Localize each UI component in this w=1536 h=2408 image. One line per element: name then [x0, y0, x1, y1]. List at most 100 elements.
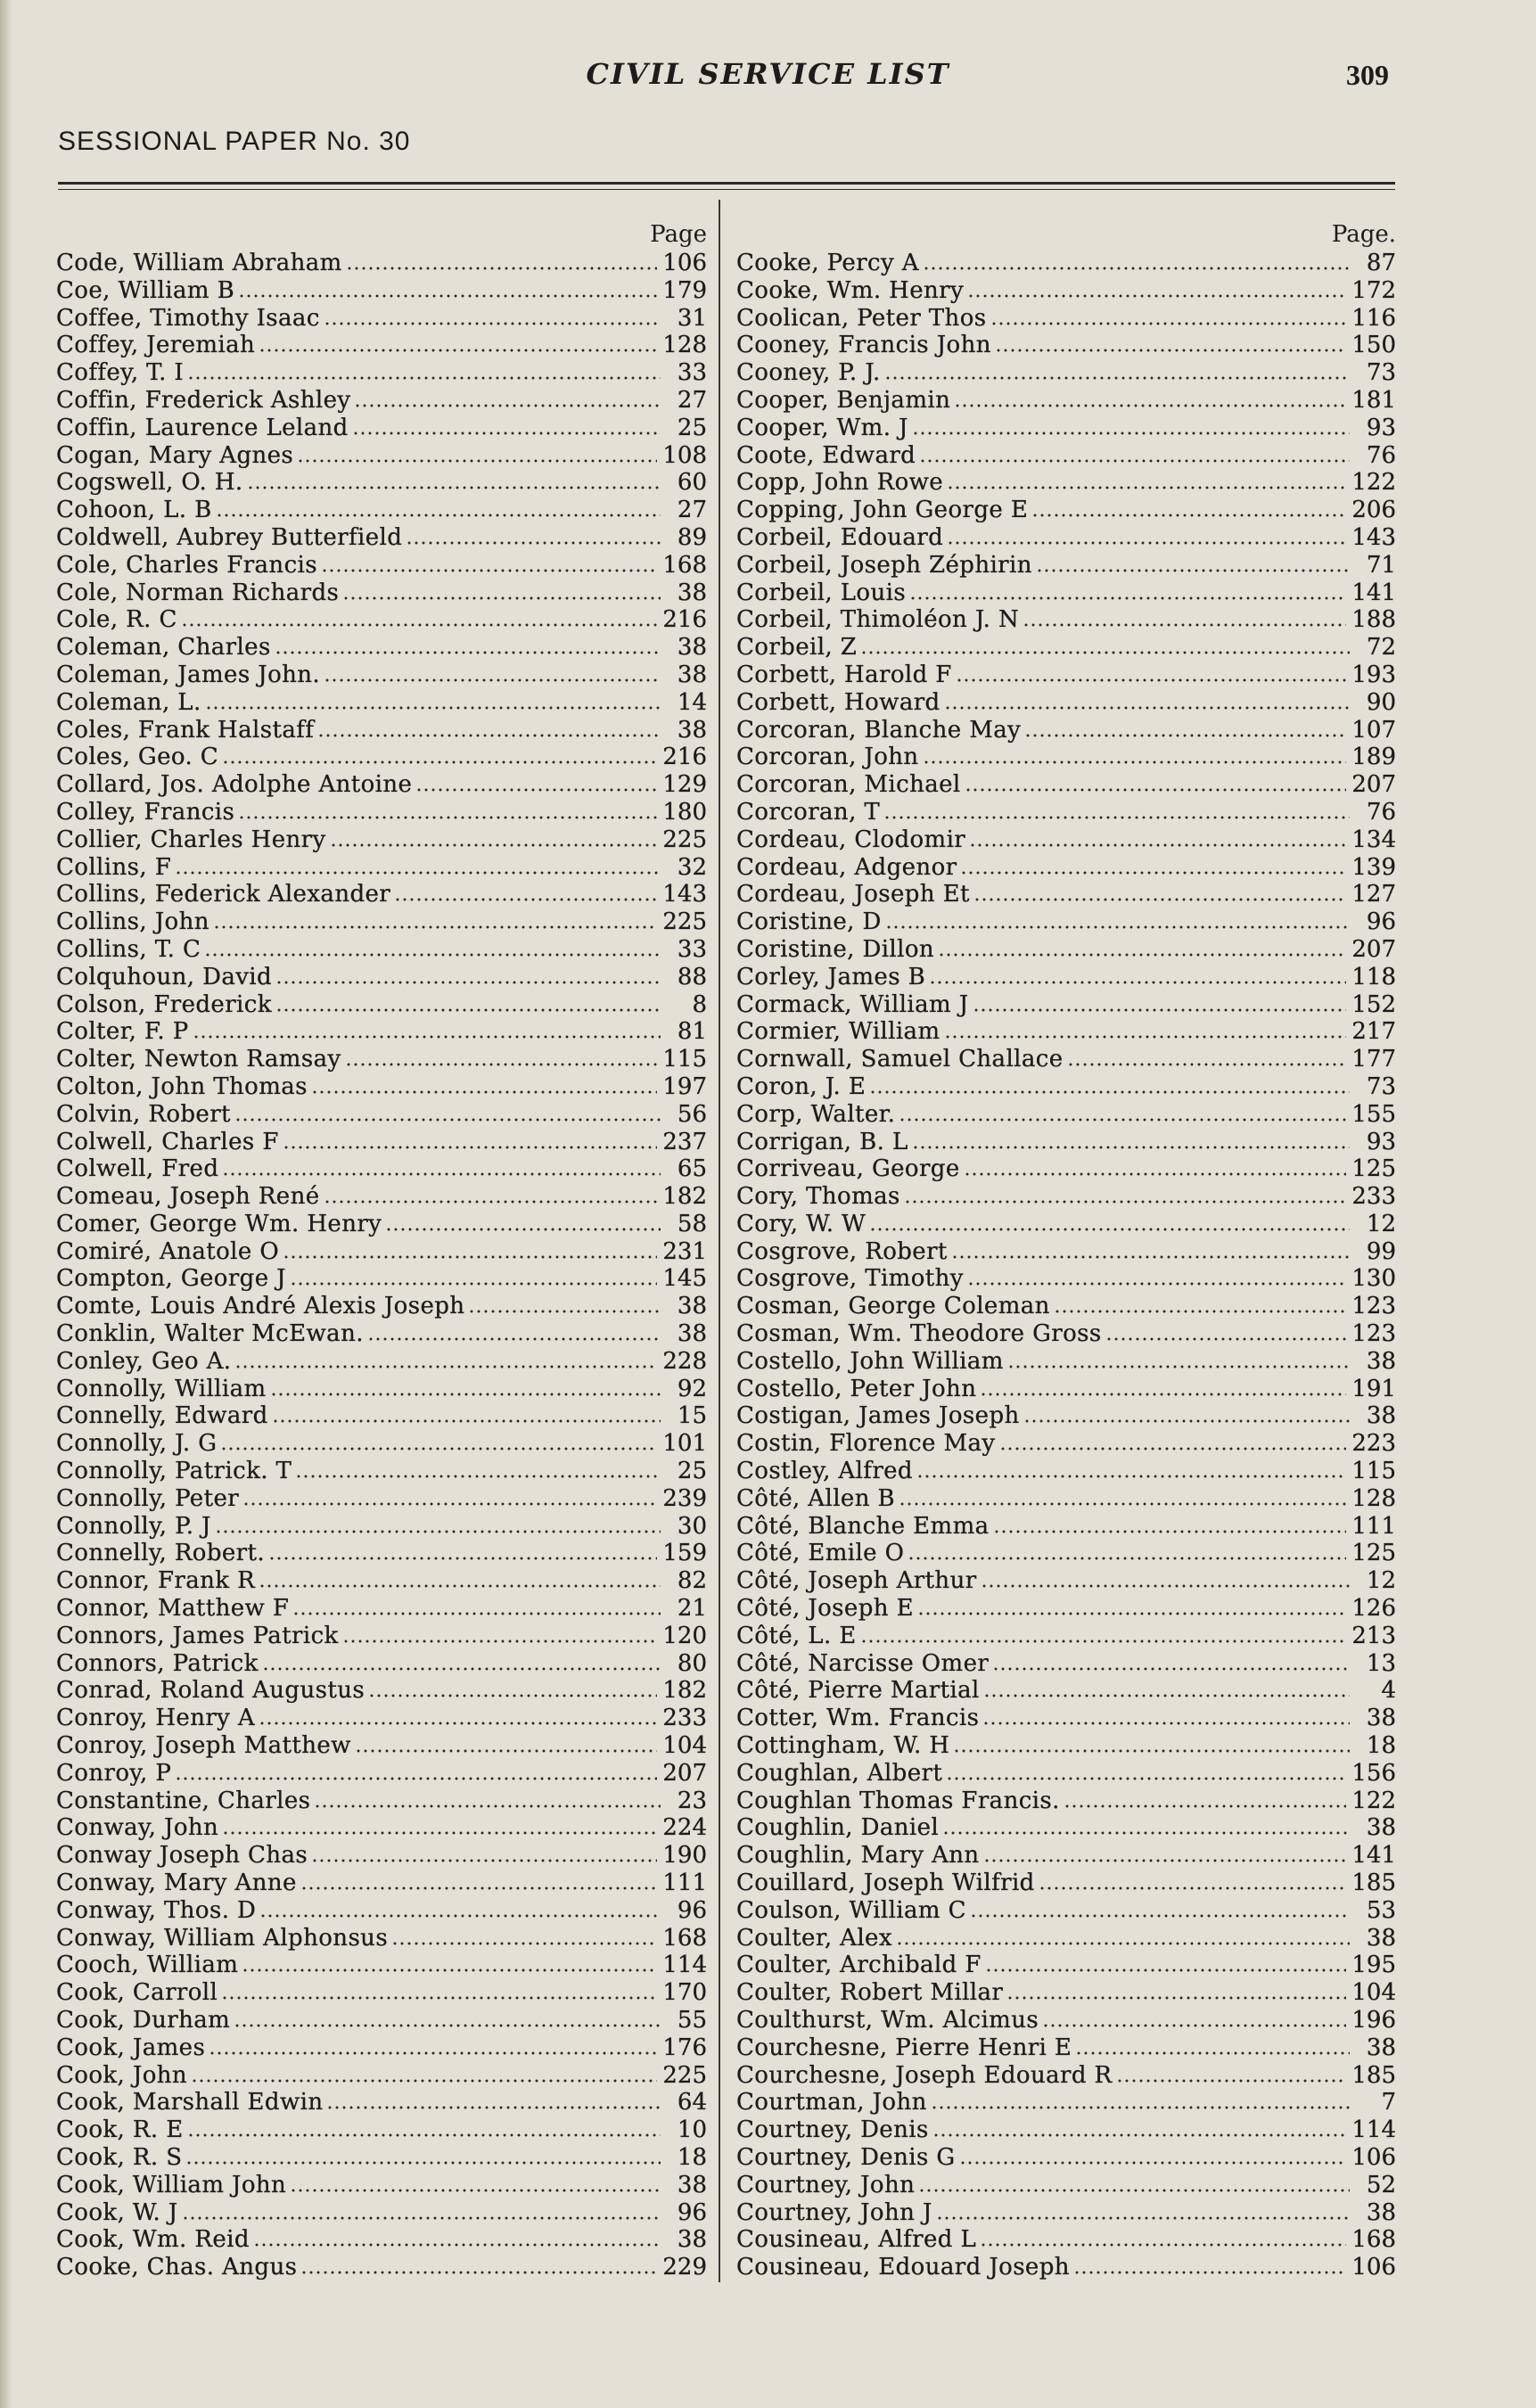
dot-leader — [943, 1035, 1347, 1040]
entry-page-number: 128 — [662, 332, 707, 359]
index-entry: Colwell, Fred 65 — [56, 1155, 707, 1183]
entry-page-number: 30 — [677, 1512, 707, 1540]
dot-leader — [329, 842, 658, 847]
index-entry: Collins, T. C 33 — [56, 936, 707, 964]
entry-name: Connor, Frank R — [56, 1567, 256, 1595]
dot-leader — [234, 1364, 658, 1368]
entry-page-number: 206 — [1351, 497, 1396, 524]
page-edge-shadow — [0, 0, 12, 2408]
entry-page-number: 38 — [677, 1293, 707, 1320]
dot-leader — [918, 2188, 1350, 2192]
dot-leader — [984, 1968, 1347, 1973]
index-entry: Collins, F 32 — [56, 853, 707, 882]
dot-leader — [269, 1392, 661, 1396]
dot-leader — [932, 2133, 1347, 2138]
entry-name: Comte, Louis André Alexis Joseph — [56, 1293, 465, 1320]
dot-leader — [259, 1722, 658, 1726]
entry-name: Connelly, Robert. — [56, 1540, 266, 1567]
entry-name: Conroy, Joseph Matthew — [56, 1732, 351, 1760]
dot-leader — [1053, 1310, 1347, 1314]
entry-page-number: 126 — [1351, 1595, 1396, 1623]
dot-leader — [368, 1694, 658, 1698]
entry-name: Costello, Peter John — [736, 1375, 977, 1402]
dot-leader — [953, 1749, 1350, 1754]
entry-name: Cottingham, W. H — [736, 1732, 950, 1760]
entry-page-number: 155 — [1351, 1100, 1396, 1128]
index-entry: Conroy, P 207 — [56, 1760, 707, 1788]
entry-name: Coe, William B — [56, 276, 235, 304]
entry-name: Cosman, Wm. Theodore Gross — [736, 1320, 1102, 1348]
index-entry: Coulter, Alex 38 — [736, 1924, 1396, 1952]
dot-leader — [899, 1117, 1347, 1122]
index-entry: Conway, Mary Anne 111 — [56, 1870, 707, 1897]
index-entry: Conway, John 224 — [56, 1814, 707, 1842]
entry-page-number: 76 — [1366, 798, 1396, 826]
index-entry: Cole, R. C 216 — [56, 606, 707, 634]
entry-page-number: 7 — [1381, 2089, 1396, 2116]
dot-leader — [292, 1612, 661, 1616]
index-entry: Cook, John 225 — [56, 2061, 707, 2090]
entry-page-number: 170 — [662, 1979, 707, 2007]
entry-name: Cook, James — [56, 2034, 206, 2061]
entry-page-number: 228 — [662, 1347, 707, 1375]
index-entry: Côté, Emile O 125 — [736, 1540, 1396, 1567]
entry-page-number: 56 — [677, 1100, 707, 1128]
dot-leader — [982, 1859, 1347, 1863]
dot-leader — [394, 898, 658, 902]
entry-page-number: 150 — [1351, 332, 1396, 359]
entry-name: Coulter, Archibald F — [736, 1952, 982, 1979]
dot-leader — [929, 980, 1347, 984]
index-entry: Colley, Francis 180 — [56, 799, 707, 826]
entry-name: Corriveau, George — [736, 1155, 960, 1183]
entry-page-number: 104 — [662, 1732, 707, 1760]
entry-page-number: 31 — [677, 304, 707, 332]
index-entry: Cousineau, Alfred L 168 — [736, 2226, 1396, 2254]
entry-name: Connolly, William — [56, 1375, 267, 1402]
entry-page-number: 182 — [662, 1677, 707, 1705]
entry-page-number: 207 — [662, 1759, 707, 1787]
entry-name: Cooper, Wm. J — [736, 414, 908, 441]
dot-leader — [1035, 568, 1350, 572]
entry-name: Coffin, Frederick Ashley — [56, 386, 351, 414]
entry-name: Connolly, P. J — [56, 1512, 211, 1540]
dot-leader — [191, 2078, 658, 2083]
entry-name: Costley, Alfred — [736, 1458, 913, 1485]
entry-page-number: 93 — [1366, 414, 1396, 441]
index-entry: Côté, Joseph E 126 — [736, 1595, 1396, 1623]
index-entry: Comiré, Anatole O 231 — [56, 1238, 707, 1266]
entry-page-number: 73 — [1366, 1073, 1396, 1100]
index-entry: Coldwell, Aubrey Butterfield 89 — [56, 524, 707, 552]
entry-page-number: 156 — [1351, 1759, 1396, 1787]
entry-name: Corbeil, Joseph Zéphirin — [736, 551, 1032, 579]
index-column-left: Page Code, William Abraham 106 Coe, Willia… — [56, 221, 707, 2281]
entry-page-number: 32 — [677, 853, 707, 881]
entry-name: Cohoon, L. B — [56, 497, 212, 524]
dot-leader — [859, 1639, 1347, 1643]
dot-leader — [314, 1804, 661, 1808]
dot-leader — [366, 1337, 661, 1342]
index-entry: Courchesne, Pierre Henri E 38 — [736, 2034, 1396, 2062]
index-column-right: Page. Cooke, Percy A 87 Cooke, Wm. Henry 17… — [736, 221, 1396, 2281]
dot-leader — [310, 1089, 658, 1094]
entry-page-number: 134 — [1351, 826, 1396, 853]
dot-leader — [943, 705, 1350, 710]
page-number: 309 — [1346, 59, 1389, 91]
dot-leader — [212, 925, 658, 930]
entry-name: Cooper, Benjamin — [736, 386, 951, 414]
index-entry: Cogswell, O. H. 60 — [56, 469, 707, 497]
index-entry: Connolly, William 92 — [56, 1376, 707, 1403]
entry-page-number: 38 — [1366, 1347, 1396, 1375]
entry-name: Colvin, Robert — [56, 1100, 231, 1128]
index-entry: Coffey, Jeremiah 128 — [56, 332, 707, 359]
entry-page-number: 10 — [677, 2116, 707, 2144]
dot-leader — [869, 1227, 1350, 1231]
entry-name: Copp, John Rowe — [736, 469, 944, 497]
entry-page-number: 88 — [677, 963, 707, 990]
index-entry: Coffee, Timothy Isaac 31 — [56, 304, 707, 333]
dot-leader — [185, 2160, 661, 2165]
dot-leader — [990, 321, 1347, 325]
entry-page-number: 104 — [1351, 1979, 1396, 2007]
entry-name: Courtney, Denis G — [736, 2143, 956, 2171]
dot-leader — [297, 458, 658, 463]
dot-leader — [324, 678, 661, 682]
